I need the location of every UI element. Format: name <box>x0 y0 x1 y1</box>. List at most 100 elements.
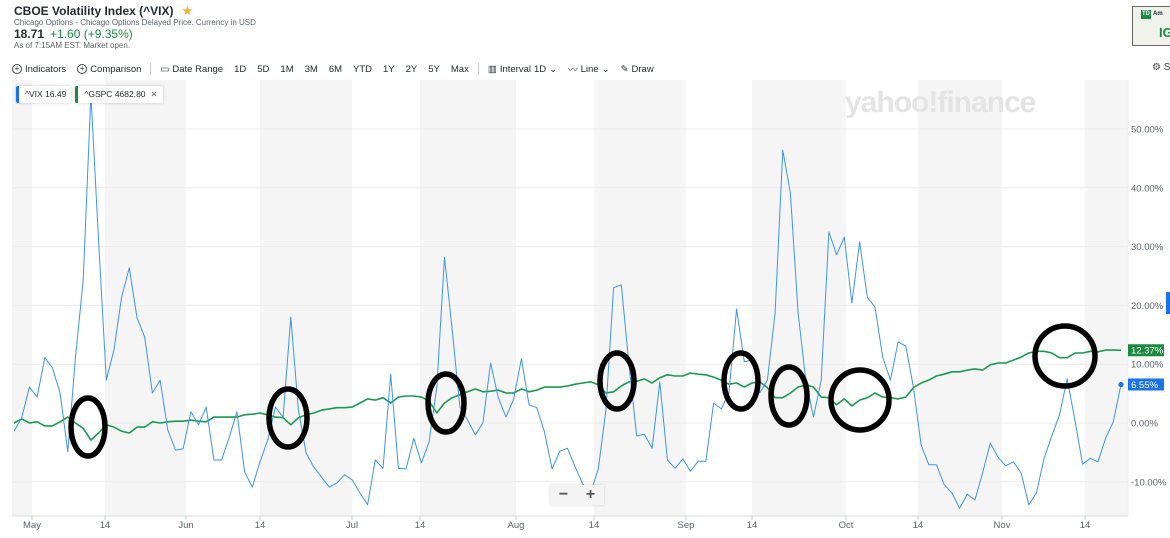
zoom-controls: − + <box>550 485 604 505</box>
price-row: 18.71 +1.60 (+9.35%) <box>14 27 256 41</box>
line-chart-icon: 〰 <box>568 65 578 76</box>
legend-gspc-value: 4682.80 <box>114 89 146 99</box>
x-tick-label: Oct <box>839 520 854 531</box>
zoom-out-button[interactable]: − <box>558 486 569 503</box>
y-tick-label: 20.00% <box>1131 301 1164 312</box>
remove-comparison-close-icon[interactable]: ✕ <box>150 89 158 99</box>
range-1d[interactable]: 1D <box>234 63 247 75</box>
indicators-button[interactable]: + Indicators <box>12 64 66 75</box>
x-tick-label: Aug <box>508 520 525 531</box>
x-tick-label: 14 <box>415 520 426 531</box>
line-type-dropdown[interactable]: 〰 Line ⌄ <box>568 62 610 77</box>
range-3m[interactable]: 3M <box>304 63 318 75</box>
legend-vix-value: 16.49 <box>45 89 67 99</box>
page-title: CBOE Volatility Index (^VIX) <box>14 4 174 18</box>
pencil-icon: ✎ <box>620 63 629 75</box>
annotation-circle <box>68 395 108 459</box>
month-band <box>12 80 32 516</box>
zoom-in-button[interactable]: + <box>585 486 596 503</box>
annotation-circle <box>597 350 637 412</box>
chart-legend: ^VIX 16.49 ^GSPC 4682.80 ✕ <box>16 86 163 103</box>
range-ytd[interactable]: YTD <box>353 63 373 75</box>
td-logo: TD <box>1141 10 1151 19</box>
end-value-tag <box>1128 378 1164 391</box>
month-band <box>918 80 1002 516</box>
y-tick-label: 0.00% <box>1131 419 1158 430</box>
x-tick-label: Nov <box>994 520 1011 531</box>
annotation-circle <box>425 371 467 435</box>
interval-dropdown[interactable]: ▥ Interval 1D ⌄ <box>488 64 557 75</box>
chevron-down-icon: ⌄ <box>549 63 558 75</box>
settings-label: S <box>1163 62 1170 73</box>
chart-toolbar: + Indicators + Comparison ▭ Date Range 1D 5… <box>12 62 665 76</box>
month-band <box>420 80 516 516</box>
draw-label: Draw <box>631 63 654 75</box>
range-5d[interactable]: 5D <box>257 63 270 75</box>
interval-icon: ▥ <box>487 63 497 75</box>
ad-brand: Am <box>1153 11 1163 17</box>
side-tab <box>1166 292 1170 314</box>
comparison-button[interactable]: + Comparison <box>77 64 141 75</box>
range-1m[interactable]: 1M <box>280 63 294 75</box>
legend-vix: ^VIX 16.49 <box>16 86 72 103</box>
month-band <box>594 80 686 516</box>
x-tick-label: Jul <box>346 520 358 531</box>
price: 18.71 <box>14 27 45 41</box>
ad-text: IG <box>1159 25 1170 40</box>
x-tick-label: Jun <box>178 520 193 531</box>
range-2y[interactable]: 2Y <box>405 63 418 75</box>
advertisement[interactable]: TD Am IG <box>1132 6 1170 46</box>
legend-vix-label: ^VIX <box>25 89 43 99</box>
divider <box>477 63 479 75</box>
end-value-label: 6.55% <box>1131 380 1158 391</box>
month-band <box>752 80 846 516</box>
series-line-vix <box>13 94 1122 509</box>
plus-circle-icon: + <box>12 64 22 74</box>
month-band <box>1085 80 1128 516</box>
annotation-circle <box>721 350 761 412</box>
y-tick-label: 10.00% <box>1131 360 1164 371</box>
x-tick-label: 14 <box>100 520 111 531</box>
x-tick-label: May <box>23 520 41 531</box>
legend-gspc: ^GSPC 4682.80 ✕ <box>75 86 163 103</box>
series-gspc <box>13 349 1122 441</box>
annotation-circle <box>266 386 310 450</box>
end-value-tag <box>1128 344 1164 357</box>
comparison-label: Comparison <box>90 63 142 75</box>
date-range-button[interactable]: ▭ Date Range <box>160 64 223 75</box>
price-change: +1.60 (+9.35%) <box>50 27 133 41</box>
x-tick-label: 14 <box>255 520 266 531</box>
interval-value: 1D <box>533 63 547 75</box>
annotation-circle <box>768 364 810 428</box>
y-tick-label: -10.00% <box>1131 477 1167 488</box>
interval-label: Interval <box>499 63 531 75</box>
draw-button[interactable]: ✎ Draw <box>621 64 654 75</box>
plus-circle-icon: + <box>77 64 88 74</box>
line-label: Line <box>580 63 599 75</box>
chevron-down-icon: ⌄ <box>601 63 610 75</box>
series-vix <box>13 94 1122 509</box>
x-tick-label: 14 <box>1080 520 1091 531</box>
range-5y[interactable]: 5Y <box>428 63 440 75</box>
annotation-circle <box>828 367 892 433</box>
range-max[interactable]: Max <box>450 63 469 75</box>
market-status: As of 7:15AM EST. Market open. <box>14 41 131 50</box>
x-tick-label: Sep <box>678 520 695 531</box>
y-tick-label: 50.00% <box>1131 125 1164 136</box>
settings-button[interactable]: ⚙ S <box>1152 62 1170 73</box>
x-tick-label: 14 <box>747 520 758 531</box>
date-range-label: Date Range <box>172 63 224 75</box>
month-band <box>105 80 186 516</box>
x-tick-label: 14 <box>913 520 924 531</box>
y-tick-label: 40.00% <box>1131 183 1164 194</box>
vix-last-point <box>1118 381 1124 388</box>
range-1y[interactable]: 1Y <box>383 63 395 75</box>
star-icon[interactable]: ★ <box>181 3 194 18</box>
quote-subtitle: Chicago Options - Chicago Options Delaye… <box>14 18 256 27</box>
legend-gspc-label: ^GSPC <box>84 89 113 99</box>
series-line-gspc <box>13 349 1122 441</box>
calendar-icon: ▭ <box>160 63 170 75</box>
range-6m[interactable]: 6M <box>328 63 343 75</box>
y-tick-label: 30.00% <box>1131 242 1164 253</box>
